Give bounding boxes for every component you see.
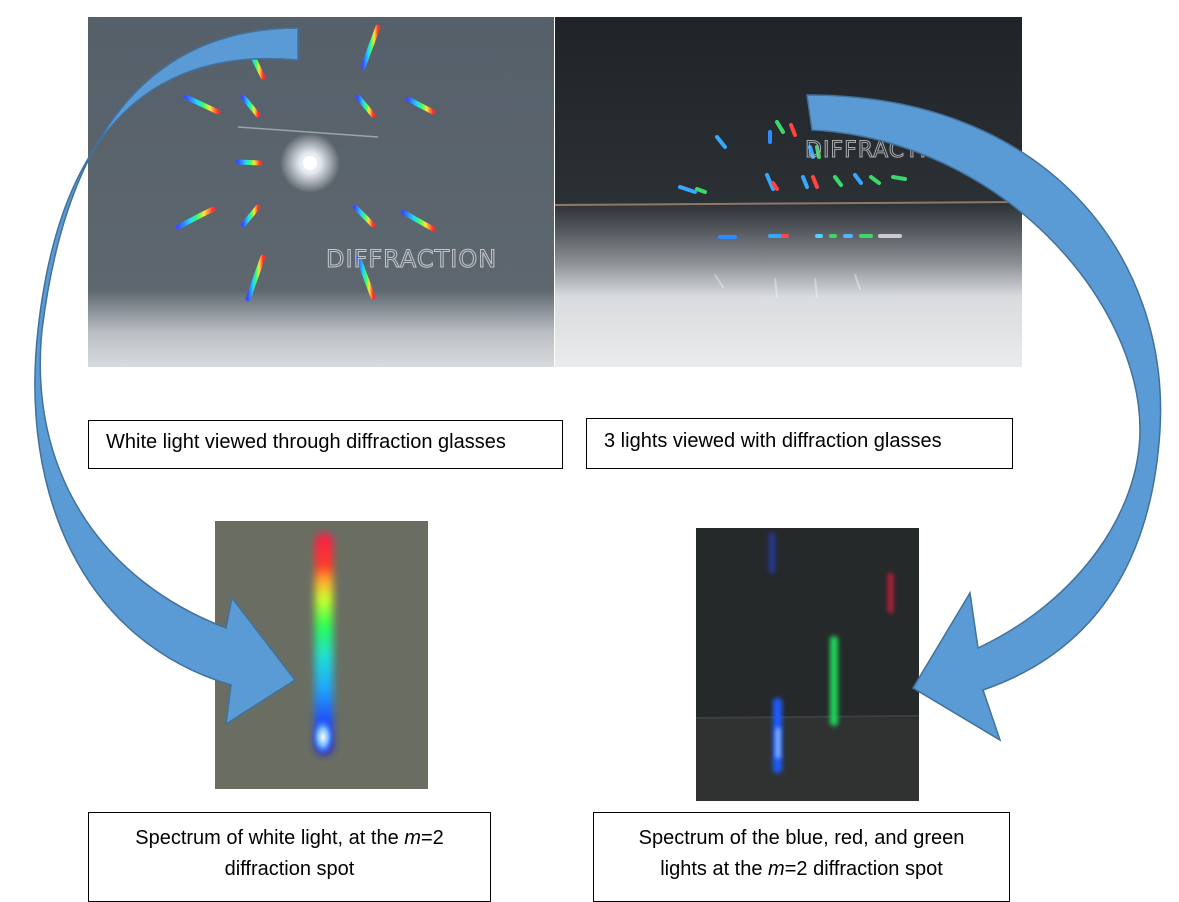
rgb-spectrum-caption: Spectrum of the blue, red, and green lig… <box>593 812 1010 902</box>
rgb-lights-spectrum-photo <box>696 528 919 801</box>
white-light-view-caption: White light viewed through diffraction g… <box>88 420 563 469</box>
diffraction-writing: DIFFRACTION <box>326 245 497 273</box>
caption-text: Spectrum of white light, at the <box>135 827 405 849</box>
caption-line-2: diffraction spot <box>224 858 355 880</box>
white-spectrum-caption: Spectrum of white light, at the m=2 diff… <box>88 812 491 902</box>
order-variable: m <box>768 858 785 880</box>
white-light-diffraction-photo: DIFFRACTION <box>88 17 554 367</box>
caption-text: lights at the <box>660 858 769 880</box>
three-lights-diffraction-photo: DIFFRACTION <box>555 17 1022 367</box>
caption-line-1: Spectrum of white light, at the m=2 <box>89 823 490 854</box>
order-variable: m <box>404 827 421 849</box>
caption-line-1: Spectrum of the blue, red, and green <box>638 827 965 849</box>
white-light-spectrum-photo <box>215 521 428 789</box>
caption-text: White light viewed through diffraction g… <box>106 431 506 453</box>
caption-line-2: lights at the m=2 diffraction spot <box>594 854 1009 885</box>
caption-text: =2 <box>420 827 444 849</box>
caption-text: 3 lights viewed with diffraction glasses <box>604 430 942 452</box>
three-lights-view-caption: 3 lights viewed with diffraction glasses <box>586 418 1013 469</box>
caption-text: =2 diffraction spot <box>784 858 943 880</box>
diffraction-writing: DIFFRACTION <box>805 138 963 163</box>
